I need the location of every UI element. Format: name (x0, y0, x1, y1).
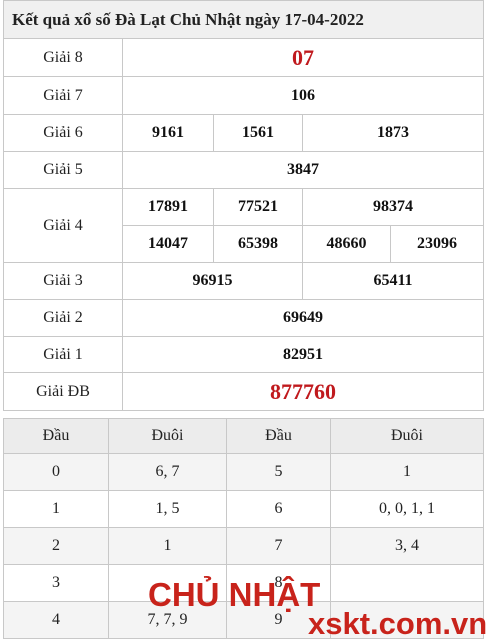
prize-number: 17891 (122, 188, 214, 226)
prize-number: 877760 (122, 372, 484, 411)
loto-cell: 5 (226, 453, 331, 491)
prize-label: Giải 1 (3, 336, 123, 373)
prize-number: 98374 (302, 188, 484, 226)
prize-number: 77521 (213, 188, 303, 226)
loto-header: Đầu (3, 418, 109, 454)
prize-number: 14047 (122, 225, 214, 263)
loto-cell: 6, 7 (108, 453, 227, 491)
loto-cell: 7 (226, 527, 331, 565)
loto-cell: 0 (3, 453, 109, 491)
prize-number: 69649 (122, 299, 484, 337)
loto-cell: 6 (226, 490, 331, 528)
loto-cell: 4 (3, 601, 109, 639)
loto-cell: 7, 7, 9 (108, 601, 227, 639)
prize-label: Giải 5 (3, 151, 123, 189)
prize-number: 82951 (122, 336, 484, 373)
prize-number: 3847 (122, 151, 484, 189)
prize-number: 23096 (390, 225, 484, 263)
loto-cell: 1 (108, 527, 227, 565)
loto-cell (330, 601, 484, 639)
loto-cell: 1 (330, 453, 484, 491)
loto-cell: 0, 0, 1, 1 (330, 490, 484, 528)
prize-label: Giải ĐB (3, 372, 123, 411)
loto-cell (330, 564, 484, 602)
prize-number: 07 (122, 38, 484, 77)
loto-header: Đuôi (330, 418, 484, 454)
page-title: Kết quả xổ số Đà Lạt Chủ Nhật ngày 17-04… (3, 0, 484, 39)
prize-label: Giải 2 (3, 299, 123, 337)
loto-cell: 1, 5 (108, 490, 227, 528)
watermark-site: xskt.com.vn (308, 606, 487, 641)
loto-header: Đầu (226, 418, 331, 454)
prize-label: Giải 8 (3, 38, 123, 77)
prize-number: 65398 (213, 225, 303, 263)
loto-cell: 3, 4 (330, 527, 484, 565)
prize-label: Giải 4 (3, 188, 123, 263)
loto-cell: 2 (3, 527, 109, 565)
loto-header: Đuôi (108, 418, 227, 454)
prize-number: 1561 (213, 114, 303, 152)
prize-label: Giải 3 (3, 262, 123, 300)
prize-number: 48660 (302, 225, 391, 263)
loto-cell: 1 (3, 490, 109, 528)
watermark-text: CHỦ NHẬT (148, 576, 321, 613)
prize-number: 96915 (122, 262, 303, 300)
prize-number: 106 (122, 76, 484, 115)
prize-number: 9161 (122, 114, 214, 152)
prize-number: 65411 (302, 262, 484, 300)
prize-number: 1873 (302, 114, 484, 152)
prize-label: Giải 6 (3, 114, 123, 152)
prize-label: Giải 7 (3, 76, 123, 115)
loto-cell: 3 (3, 564, 109, 602)
